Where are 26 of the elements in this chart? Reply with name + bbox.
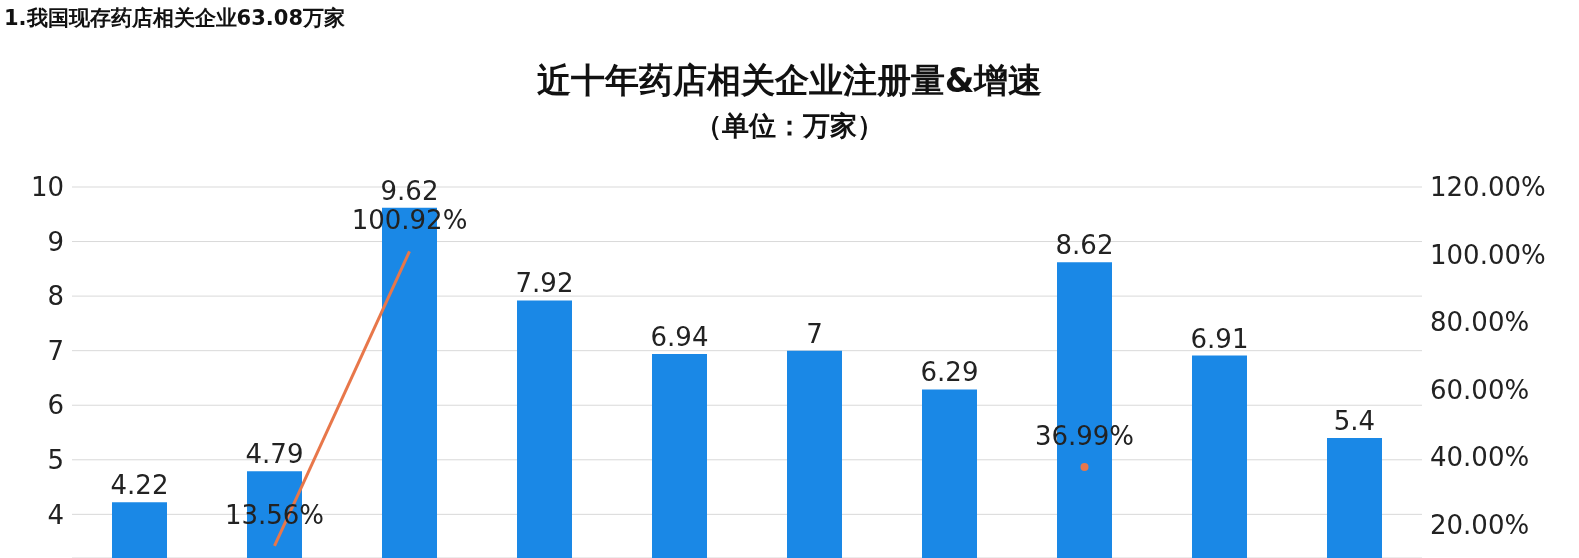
data-label: 8.62 xyxy=(1055,230,1114,261)
data-label: 6.29 xyxy=(920,357,979,388)
y-tick-label: 4 xyxy=(47,499,64,530)
chart-subtitle: （单位：万家） xyxy=(694,109,885,143)
data-label: 7 xyxy=(806,318,823,349)
data-label: 5.4 xyxy=(1333,405,1376,436)
text: 1.我国现存药店相关企业63.08万家 xyxy=(4,5,346,32)
y2-tick-label: 100.00% xyxy=(1430,239,1546,270)
data-label: 7.92 xyxy=(515,268,574,299)
data-label: 6.94 xyxy=(650,321,709,352)
y2-tick-label: 40.00% xyxy=(1430,442,1530,473)
data-label: 9.62 xyxy=(380,175,439,206)
y-tick-label: 8 xyxy=(47,281,64,312)
y-tick-label: 9 xyxy=(47,226,64,257)
y2-tick-label: 60.00% xyxy=(1430,374,1530,405)
y-tick-label: 10 xyxy=(30,172,64,203)
y2-tick-label: 120.00% xyxy=(1430,172,1546,203)
chart-title: 近十年药店相关企业注册量&增速 xyxy=(535,59,1044,102)
y2-tick-label: 20.00% xyxy=(1430,509,1530,540)
y-tick-label: 5 xyxy=(47,445,64,476)
data-label: 6.91 xyxy=(1190,323,1249,354)
data-label: 4.22 xyxy=(110,470,169,501)
data-label: 4.79 xyxy=(245,439,304,470)
y-tick-label: 6 xyxy=(47,390,64,421)
y2-tick-label: 80.00% xyxy=(1430,307,1530,338)
y-tick-label: 7 xyxy=(47,335,64,366)
